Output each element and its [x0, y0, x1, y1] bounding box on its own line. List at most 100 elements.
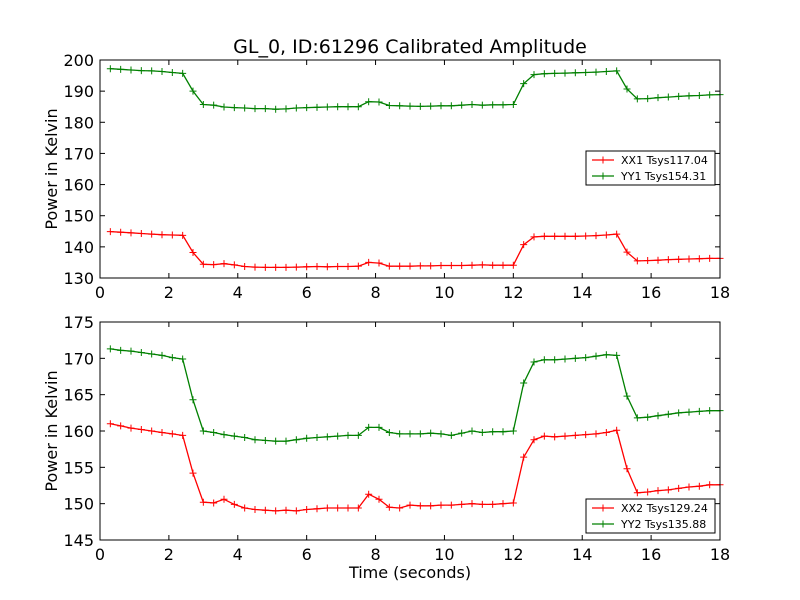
- legend-marker: [599, 172, 607, 180]
- data-point: [365, 490, 373, 498]
- data-point: [261, 263, 269, 271]
- data-point: [509, 261, 517, 269]
- data-point: [137, 426, 145, 434]
- data-point: [489, 261, 497, 269]
- data-point: [416, 430, 424, 438]
- data-point: [406, 102, 414, 110]
- data-point: [292, 104, 300, 112]
- data-point: [427, 502, 435, 510]
- data-point: [520, 241, 528, 249]
- data-point: [127, 66, 135, 74]
- data-point: [644, 488, 652, 496]
- x-tick-label: 10: [434, 545, 454, 564]
- data-point: [458, 262, 466, 270]
- legend-entry: YY2 Tsys135.88: [620, 518, 706, 531]
- data-point: [499, 500, 507, 508]
- data-point: [168, 68, 176, 76]
- data-point: [303, 263, 311, 271]
- data-point: [695, 482, 703, 490]
- data-point: [292, 436, 300, 444]
- data-point: [695, 92, 703, 100]
- data-point: [592, 232, 600, 240]
- data-point: [354, 262, 362, 270]
- data-point: [199, 101, 207, 109]
- data-point: [644, 257, 652, 265]
- data-point: [117, 422, 125, 430]
- data-point: [633, 257, 641, 265]
- data-point: [334, 432, 342, 440]
- data-point: [530, 71, 538, 79]
- data-point: [706, 91, 714, 99]
- y-tick-label: 155: [63, 458, 94, 477]
- data-point: [654, 94, 662, 102]
- data-point: [385, 503, 393, 511]
- data-point: [127, 229, 135, 237]
- y-axis-label: Power in Kelvin: [42, 108, 61, 229]
- data-point: [241, 262, 249, 270]
- data-point: [272, 263, 280, 271]
- data-point: [551, 433, 559, 441]
- data-point: [447, 262, 455, 270]
- data-point: [282, 506, 290, 514]
- legend-entry: XX1 Tsys117.04: [621, 154, 708, 167]
- data-point: [137, 229, 145, 237]
- data-point: [344, 262, 352, 270]
- data-point: [117, 65, 125, 73]
- data-point: [571, 354, 579, 362]
- data-point: [375, 98, 383, 106]
- data-point: [654, 256, 662, 264]
- data-point: [623, 85, 631, 93]
- data-point: [592, 68, 600, 76]
- data-point: [437, 262, 445, 270]
- data-point: [199, 260, 207, 268]
- data-point: [437, 102, 445, 110]
- data-point: [478, 500, 486, 508]
- y-tick-label: 170: [63, 349, 94, 368]
- data-point: [406, 262, 414, 270]
- data-point: [695, 407, 703, 415]
- y-tick-label: 175: [63, 313, 94, 332]
- y-tick-label: 130: [63, 269, 94, 288]
- data-point: [385, 428, 393, 436]
- data-point: [323, 504, 331, 512]
- data-point: [499, 261, 507, 269]
- data-point: [313, 505, 321, 513]
- data-point: [313, 103, 321, 111]
- data-point: [375, 423, 383, 431]
- y-tick-label: 190: [63, 82, 94, 101]
- data-point: [323, 263, 331, 271]
- data-point: [148, 350, 156, 358]
- data-point: [675, 92, 683, 100]
- data-point: [251, 505, 259, 513]
- data-point: [530, 233, 538, 241]
- data-point: [282, 105, 290, 113]
- data-point: [551, 69, 559, 77]
- x-tick-label: 0: [95, 283, 105, 302]
- data-point: [375, 259, 383, 267]
- data-point: [540, 356, 548, 364]
- data-point: [406, 430, 414, 438]
- data-point: [220, 431, 228, 439]
- x-tick-label: 14: [572, 545, 592, 564]
- data-point: [168, 231, 176, 239]
- data-point: [427, 262, 435, 270]
- data-point: [230, 261, 238, 269]
- y-tick-label: 145: [63, 531, 94, 550]
- data-point: [509, 499, 517, 507]
- data-point: [303, 505, 311, 513]
- data-point: [582, 354, 590, 362]
- x-tick-label: 10: [434, 283, 454, 302]
- data-point: [396, 504, 404, 512]
- data-point: [189, 248, 197, 256]
- data-point: [354, 504, 362, 512]
- data-point: [396, 102, 404, 110]
- x-tick-label: 6: [302, 545, 312, 564]
- data-point: [323, 433, 331, 441]
- data-point: [644, 413, 652, 421]
- data-point: [613, 426, 621, 434]
- data-point: [158, 351, 166, 359]
- data-point: [613, 351, 621, 359]
- data-point: [427, 429, 435, 437]
- data-point: [644, 95, 652, 103]
- data-point: [354, 103, 362, 111]
